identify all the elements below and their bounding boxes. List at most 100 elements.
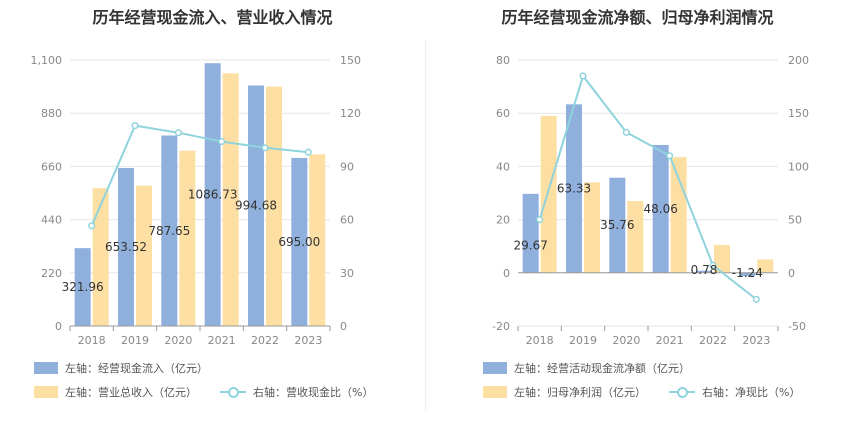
legend-swatch-bar-icon xyxy=(483,362,507,374)
x-tick-label: 2021 xyxy=(656,334,684,347)
bar-secondary xyxy=(757,259,774,273)
bar-primary xyxy=(652,144,669,273)
bar-secondary xyxy=(540,115,557,273)
chart-operating-cash-inflow-vs-revenue: 历年经营现金流入、营业收入情况 0 0 220 30 440 60 660 90 880 120 1… xyxy=(31,8,374,400)
bar-secondary xyxy=(627,200,644,273)
data-label: -1.24 xyxy=(732,266,763,280)
legend-label: 左轴：经营活动现金流净额（亿元） xyxy=(514,362,690,375)
line-point xyxy=(131,122,139,130)
y-left-tick-label: -20 xyxy=(492,320,510,333)
data-label: 35.76 xyxy=(600,218,634,232)
line-series xyxy=(90,124,309,227)
chart-plot: 0 0 220 30 440 60 660 90 880 120 1,100 150 2018 2019 2… xyxy=(31,54,362,347)
legend-label: 左轴：经营现金流入（亿元） xyxy=(65,362,208,375)
line-point xyxy=(304,148,312,156)
line-point xyxy=(218,138,226,146)
line-point xyxy=(709,261,717,269)
y-right-tick-label: 120 xyxy=(340,107,361,120)
y-right-tick-label: 0 xyxy=(340,320,347,333)
line-point xyxy=(579,72,587,80)
y-right-tick-label: 60 xyxy=(340,214,354,227)
y-right-tick-label: 150 xyxy=(340,54,361,67)
y-left-tick-label: 1,100 xyxy=(31,54,63,67)
bar-primary xyxy=(161,135,178,326)
legend-label: 左轴：归母净利润（亿元） xyxy=(514,386,646,399)
y-right-tick-label: 100 xyxy=(788,160,809,173)
line-point xyxy=(536,216,544,224)
data-label: 653.52 xyxy=(105,240,147,254)
y-left-tick-label: 880 xyxy=(41,107,62,120)
bar-secondary xyxy=(266,86,282,326)
y-right-tick-label: 150 xyxy=(788,107,809,120)
line-point xyxy=(261,144,269,152)
bar-primary xyxy=(566,104,582,273)
bar-primary xyxy=(74,248,91,326)
y-right-tick-label: 0 xyxy=(788,267,795,280)
y-right-tick-label: -50 xyxy=(788,320,806,333)
line-point xyxy=(88,222,96,230)
legend-item-revenue[interactable]: 左轴：营业总收入（亿元） xyxy=(34,384,197,400)
legend-label: 左轴：营业总收入（亿元） xyxy=(65,386,197,399)
data-label: 0.78 xyxy=(691,263,718,277)
data-label: 695.00 xyxy=(278,235,320,249)
legend-swatch-line-icon xyxy=(220,386,246,398)
data-label: 48.06 xyxy=(643,202,677,216)
y-left-tick-label: 220 xyxy=(41,267,62,280)
x-tick-label: 2019 xyxy=(121,334,149,347)
y-left-tick-label: 40 xyxy=(496,160,510,173)
line-point xyxy=(174,129,182,137)
legend-swatch-bar-icon xyxy=(483,386,507,398)
bar-secondary xyxy=(179,150,196,326)
bar-primary xyxy=(739,272,756,277)
bar-secondary xyxy=(714,244,730,273)
bar-primary xyxy=(522,193,539,273)
legend-item-revenue-cash-ratio[interactable]: 右轴：营收现金比（%） xyxy=(220,384,373,400)
bar-primary xyxy=(609,177,626,273)
bar-primary xyxy=(291,157,308,326)
y-left-tick-label: 660 xyxy=(41,160,62,173)
x-tick-label: 2023 xyxy=(742,334,770,347)
data-label: 1086.73 xyxy=(188,188,238,202)
x-tick-label: 2021 xyxy=(208,334,236,347)
legend-item-net-cash-ratio[interactable]: 右轴：净现比（%） xyxy=(669,384,800,400)
x-tick-label: 2018 xyxy=(78,334,106,347)
line-point xyxy=(666,152,674,160)
x-tick-label: 2020 xyxy=(612,334,640,347)
legend-item-net-profit[interactable]: 左轴：归母净利润（亿元） xyxy=(483,384,646,400)
legend-label: 右轴：净现比（%） xyxy=(702,386,801,399)
data-label: 994.68 xyxy=(235,199,277,213)
chart-net-cash-flow-vs-net-profit: 历年经营现金流净额、归母净利润情况 -20 -50 0 0 20 50 40 100 60 150… xyxy=(425,0,850,437)
y-left-tick-label: 20 xyxy=(496,214,510,227)
x-tick-label: 2018 xyxy=(526,334,554,347)
y-left-tick-label: 0 xyxy=(503,267,510,280)
bar-secondary xyxy=(222,73,239,326)
legend-item-net-cash-flow[interactable]: 左轴：经营活动现金流净额（亿元） xyxy=(483,360,690,376)
x-tick-label: 2020 xyxy=(164,334,192,347)
y-right-tick-label: 50 xyxy=(788,214,802,227)
chart-plot: -20 -50 0 0 20 50 40 100 60 150 80 200 2018 2019 2020 2… xyxy=(492,54,809,347)
legend-item-cash-inflow[interactable]: 左轴：经营现金流入（亿元） xyxy=(34,360,208,376)
y-left-tick-label: 0 xyxy=(55,320,62,333)
bar-secondary xyxy=(584,182,600,273)
data-label: 787.65 xyxy=(148,224,190,238)
chart-title: 历年经营现金流入、营业收入情况 xyxy=(92,8,333,27)
legend-label: 右轴：营收现金比（%） xyxy=(253,386,374,399)
data-label: 29.67 xyxy=(513,238,547,252)
bar-secondary xyxy=(92,188,109,326)
line-series xyxy=(538,73,757,301)
legend-swatch-bar-icon xyxy=(34,362,58,374)
chart-title: 历年经营现金流净额、归母净利润情况 xyxy=(501,8,774,27)
y-right-tick-label: 90 xyxy=(340,160,354,173)
y-left-tick-label: 60 xyxy=(496,107,510,120)
line-point xyxy=(752,295,760,303)
x-tick-label: 2019 xyxy=(569,334,597,347)
bar-primary xyxy=(696,270,712,273)
bar-secondary xyxy=(136,185,152,326)
x-tick-label: 2023 xyxy=(294,334,322,347)
legend-swatch-bar-icon xyxy=(34,386,58,398)
y-left-tick-label: 80 xyxy=(496,54,510,67)
y-right-tick-label: 200 xyxy=(788,54,809,67)
bar-primary xyxy=(204,63,221,327)
data-label: 63.33 xyxy=(557,182,591,196)
x-tick-label: 2022 xyxy=(699,334,727,347)
